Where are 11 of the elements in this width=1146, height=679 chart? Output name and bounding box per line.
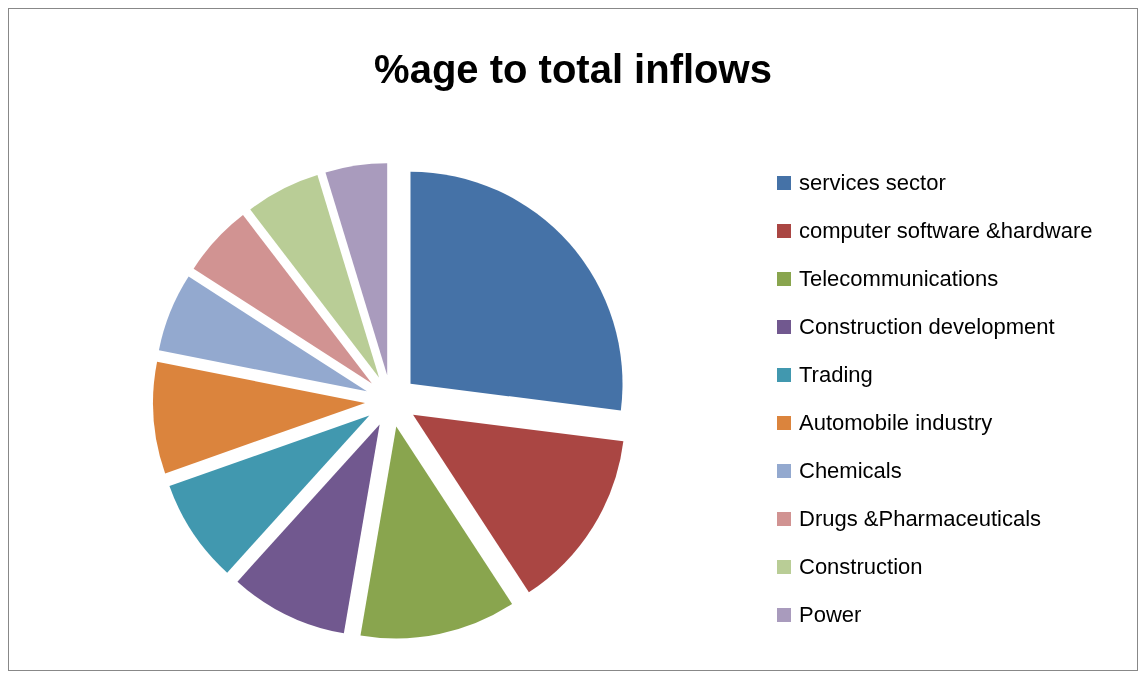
- legend-label: Construction development: [799, 314, 1055, 340]
- legend-label: Trading: [799, 362, 873, 388]
- chart-title: %age to total inflows: [373, 47, 773, 92]
- legend-label: Chemicals: [799, 458, 902, 484]
- legend-label: Construction: [799, 554, 923, 580]
- legend-label: computer software &hardware: [799, 218, 1093, 244]
- legend-label: Power: [799, 602, 862, 628]
- legend-label: Drugs &Pharmaceuticals: [799, 506, 1042, 532]
- legend-label: Automobile industry: [799, 410, 993, 436]
- legend-label: Telecommunications: [799, 266, 999, 292]
- legend-label: services sector: [799, 170, 946, 196]
